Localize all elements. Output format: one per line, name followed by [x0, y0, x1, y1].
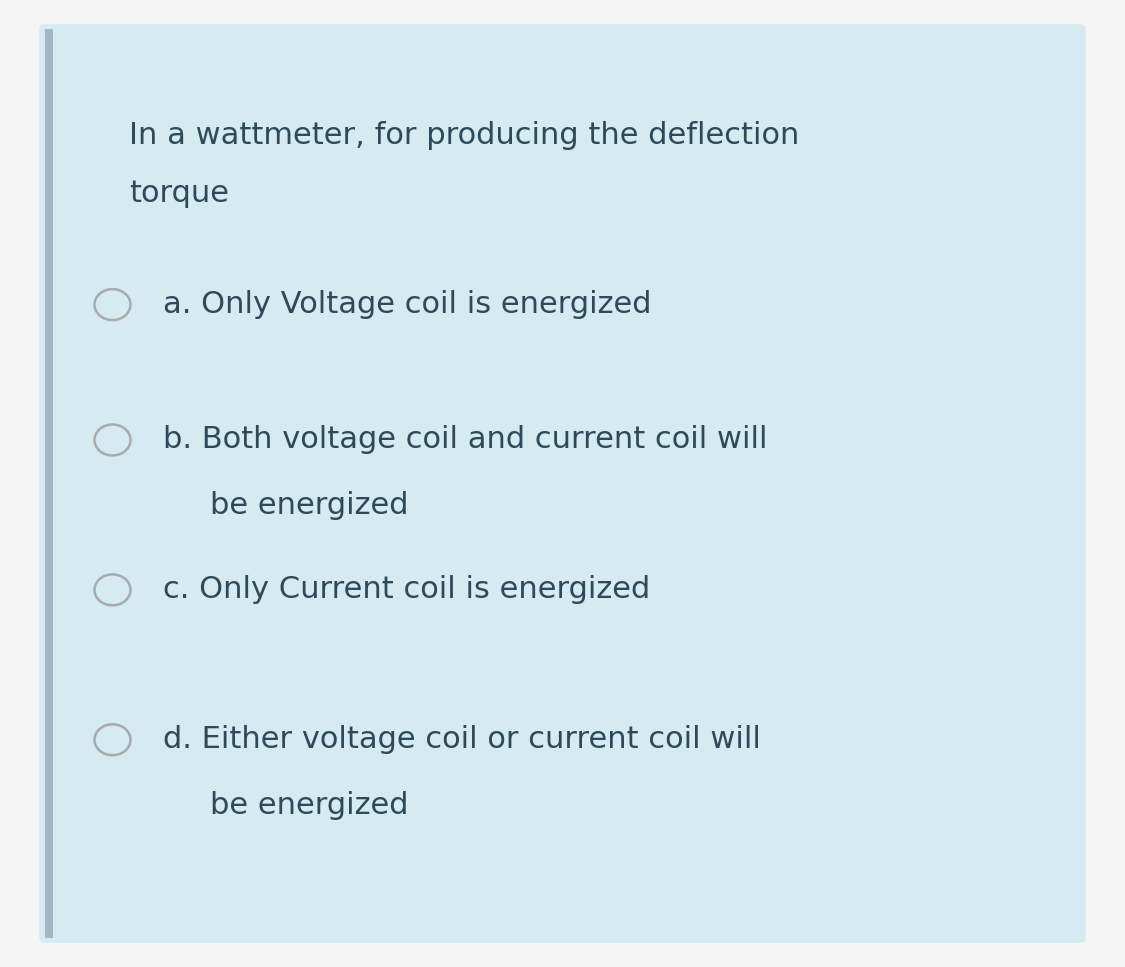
FancyBboxPatch shape [39, 24, 1086, 943]
Text: torque: torque [129, 179, 230, 208]
Text: In a wattmeter, for producing the deflection: In a wattmeter, for producing the deflec… [129, 121, 800, 150]
Text: b. Both voltage coil and current coil will: b. Both voltage coil and current coil wi… [163, 425, 767, 454]
Text: be energized: be energized [210, 791, 408, 820]
Text: be energized: be energized [210, 491, 408, 520]
Circle shape [94, 724, 130, 755]
Text: a. Only Voltage coil is energized: a. Only Voltage coil is energized [163, 290, 651, 319]
Circle shape [94, 574, 130, 605]
Text: d. Either voltage coil or current coil will: d. Either voltage coil or current coil w… [163, 725, 760, 754]
FancyBboxPatch shape [45, 29, 53, 938]
Circle shape [94, 425, 130, 455]
Text: c. Only Current coil is energized: c. Only Current coil is energized [163, 575, 650, 604]
Circle shape [94, 289, 130, 320]
